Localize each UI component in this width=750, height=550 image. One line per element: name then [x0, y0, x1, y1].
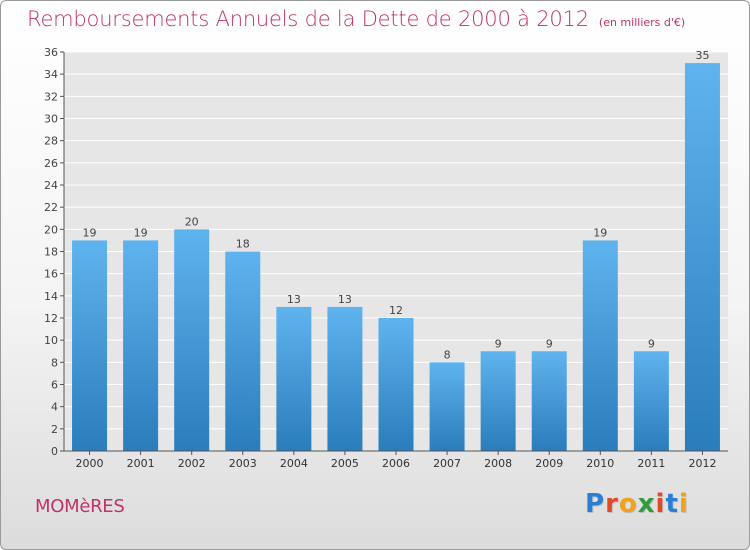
- logo-letter: o: [618, 489, 638, 519]
- bar: [174, 229, 210, 451]
- bar: [633, 351, 669, 451]
- y-tick-label: 6: [51, 379, 58, 392]
- y-tick-label: 0: [51, 445, 58, 458]
- bar: [480, 351, 516, 451]
- proxiti-logo[interactable]: Proxiti: [585, 489, 689, 519]
- y-tick-label: 4: [51, 401, 58, 414]
- y-tick-label: 16: [44, 268, 58, 281]
- x-tick-label: 2000: [76, 457, 104, 470]
- x-tick-label: 2011: [637, 457, 665, 470]
- y-tick-label: 36: [44, 46, 58, 59]
- bar: [378, 318, 414, 451]
- data-label: 19: [83, 226, 97, 239]
- x-tick-label: 2012: [688, 457, 716, 470]
- y-tick-label: 34: [44, 68, 58, 81]
- logo-letter: i: [655, 489, 666, 519]
- x-tick-label: 2004: [280, 457, 308, 470]
- commune-name: MOMèRES: [35, 496, 125, 517]
- y-tick-label: 12: [44, 312, 58, 325]
- x-tick-label: 2007: [433, 457, 461, 470]
- y-tick-label: 22: [44, 201, 58, 214]
- x-tick-label: 2009: [535, 457, 563, 470]
- x-tick-label: 2008: [484, 457, 512, 470]
- y-tick-label: 2: [51, 423, 58, 436]
- logo-letter: t: [665, 489, 679, 519]
- x-tick-label: 2001: [127, 457, 155, 470]
- x-tick-label: 2003: [229, 457, 257, 470]
- bar: [225, 251, 261, 451]
- x-tick-label: 2006: [382, 457, 410, 470]
- chart-unit-note: (en milliers d'€): [598, 16, 686, 29]
- data-label: 9: [495, 337, 502, 350]
- bars: [72, 63, 720, 451]
- y-tick-label: 14: [44, 290, 58, 303]
- bar: [327, 306, 363, 451]
- x-tick-label: 2002: [178, 457, 206, 470]
- data-label: 12: [389, 304, 403, 317]
- data-label: 19: [134, 226, 148, 239]
- bar: [72, 240, 108, 451]
- y-tick-label: 8: [51, 356, 58, 369]
- logo-letter: x: [637, 489, 656, 519]
- data-label: 35: [695, 49, 709, 62]
- data-label: 13: [338, 293, 352, 306]
- x-tick-label: 2005: [331, 457, 359, 470]
- chart-title: Remboursements Annuels de la Dette de 20…: [27, 7, 685, 31]
- logo-letter: i: [678, 489, 689, 519]
- y-tick-label: 24: [44, 179, 58, 192]
- bar: [123, 240, 159, 451]
- y-tick-label: 26: [44, 157, 58, 170]
- data-label: 8: [444, 348, 451, 361]
- data-label: 13: [287, 293, 301, 306]
- y-tick-label: 18: [44, 246, 58, 259]
- data-label: 9: [546, 337, 553, 350]
- x-tick-label: 2010: [586, 457, 614, 470]
- y-tick-label: 28: [44, 135, 58, 148]
- y-tick-label: 32: [44, 90, 58, 103]
- data-labels: 19 19 20 18 13 13 12 8 9 9 19 9 35: [83, 49, 710, 361]
- data-label: 9: [648, 337, 655, 350]
- bar: [531, 351, 567, 451]
- chart-title-text: Remboursements Annuels de la Dette de 20…: [27, 7, 589, 31]
- y-tick-label: 10: [44, 334, 58, 347]
- bar: [684, 63, 720, 451]
- bar: [429, 362, 465, 451]
- y-tick-label: 30: [44, 113, 58, 126]
- logo-letter: r: [605, 489, 619, 519]
- y-tick-label: 20: [44, 223, 58, 236]
- data-label: 18: [236, 238, 250, 251]
- bar: [582, 240, 618, 451]
- data-label: 19: [593, 226, 607, 239]
- logo-letter: P: [585, 489, 606, 519]
- bar: [276, 306, 312, 451]
- data-label: 20: [185, 215, 199, 228]
